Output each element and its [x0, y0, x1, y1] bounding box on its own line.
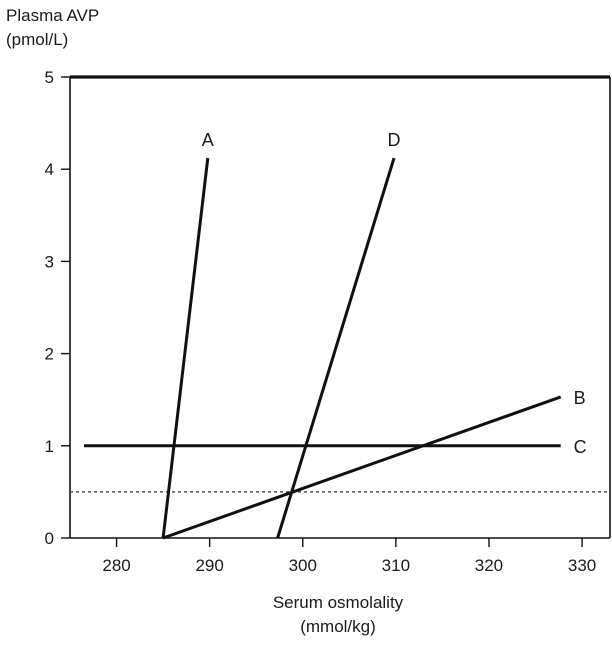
series-label-d: D	[388, 130, 401, 150]
y-tick-label-2: 2	[45, 345, 54, 364]
x-tick-label-330: 330	[568, 556, 596, 575]
y-axis-title-line-1: Plasma AVP	[6, 6, 99, 25]
ticks: 0 1 2 3 4 5 280 290 300 310 320 330	[45, 68, 597, 575]
x-tick-label-290: 290	[195, 556, 223, 575]
series-line-d	[276, 157, 396, 539]
x-tick-label-280: 280	[102, 556, 130, 575]
series-label-a: A	[202, 130, 214, 150]
y-axis-title-line-2: (pmol/L)	[6, 30, 68, 49]
y-tick-label-3: 3	[45, 252, 54, 271]
series-layer	[70, 157, 610, 540]
x-axis-title-line-1: Serum osmolality	[273, 593, 404, 612]
y-tick-label-4: 4	[45, 160, 54, 179]
series-line-a	[161, 157, 210, 539]
y-tick-label-0: 0	[45, 529, 54, 548]
series-labels: A D B C	[202, 130, 587, 457]
x-axis-title-line-2: (mmol/kg)	[300, 617, 376, 636]
x-tick-label-310: 310	[382, 556, 410, 575]
y-tick-label-1: 1	[45, 437, 54, 456]
series-label-c: C	[574, 437, 587, 457]
axes	[69, 75, 611, 539]
series-label-b: B	[574, 388, 586, 408]
y-tick-label-5: 5	[45, 68, 54, 87]
series-line-b	[162, 395, 562, 540]
x-tick-label-300: 300	[289, 556, 317, 575]
x-tick-label-320: 320	[475, 556, 503, 575]
